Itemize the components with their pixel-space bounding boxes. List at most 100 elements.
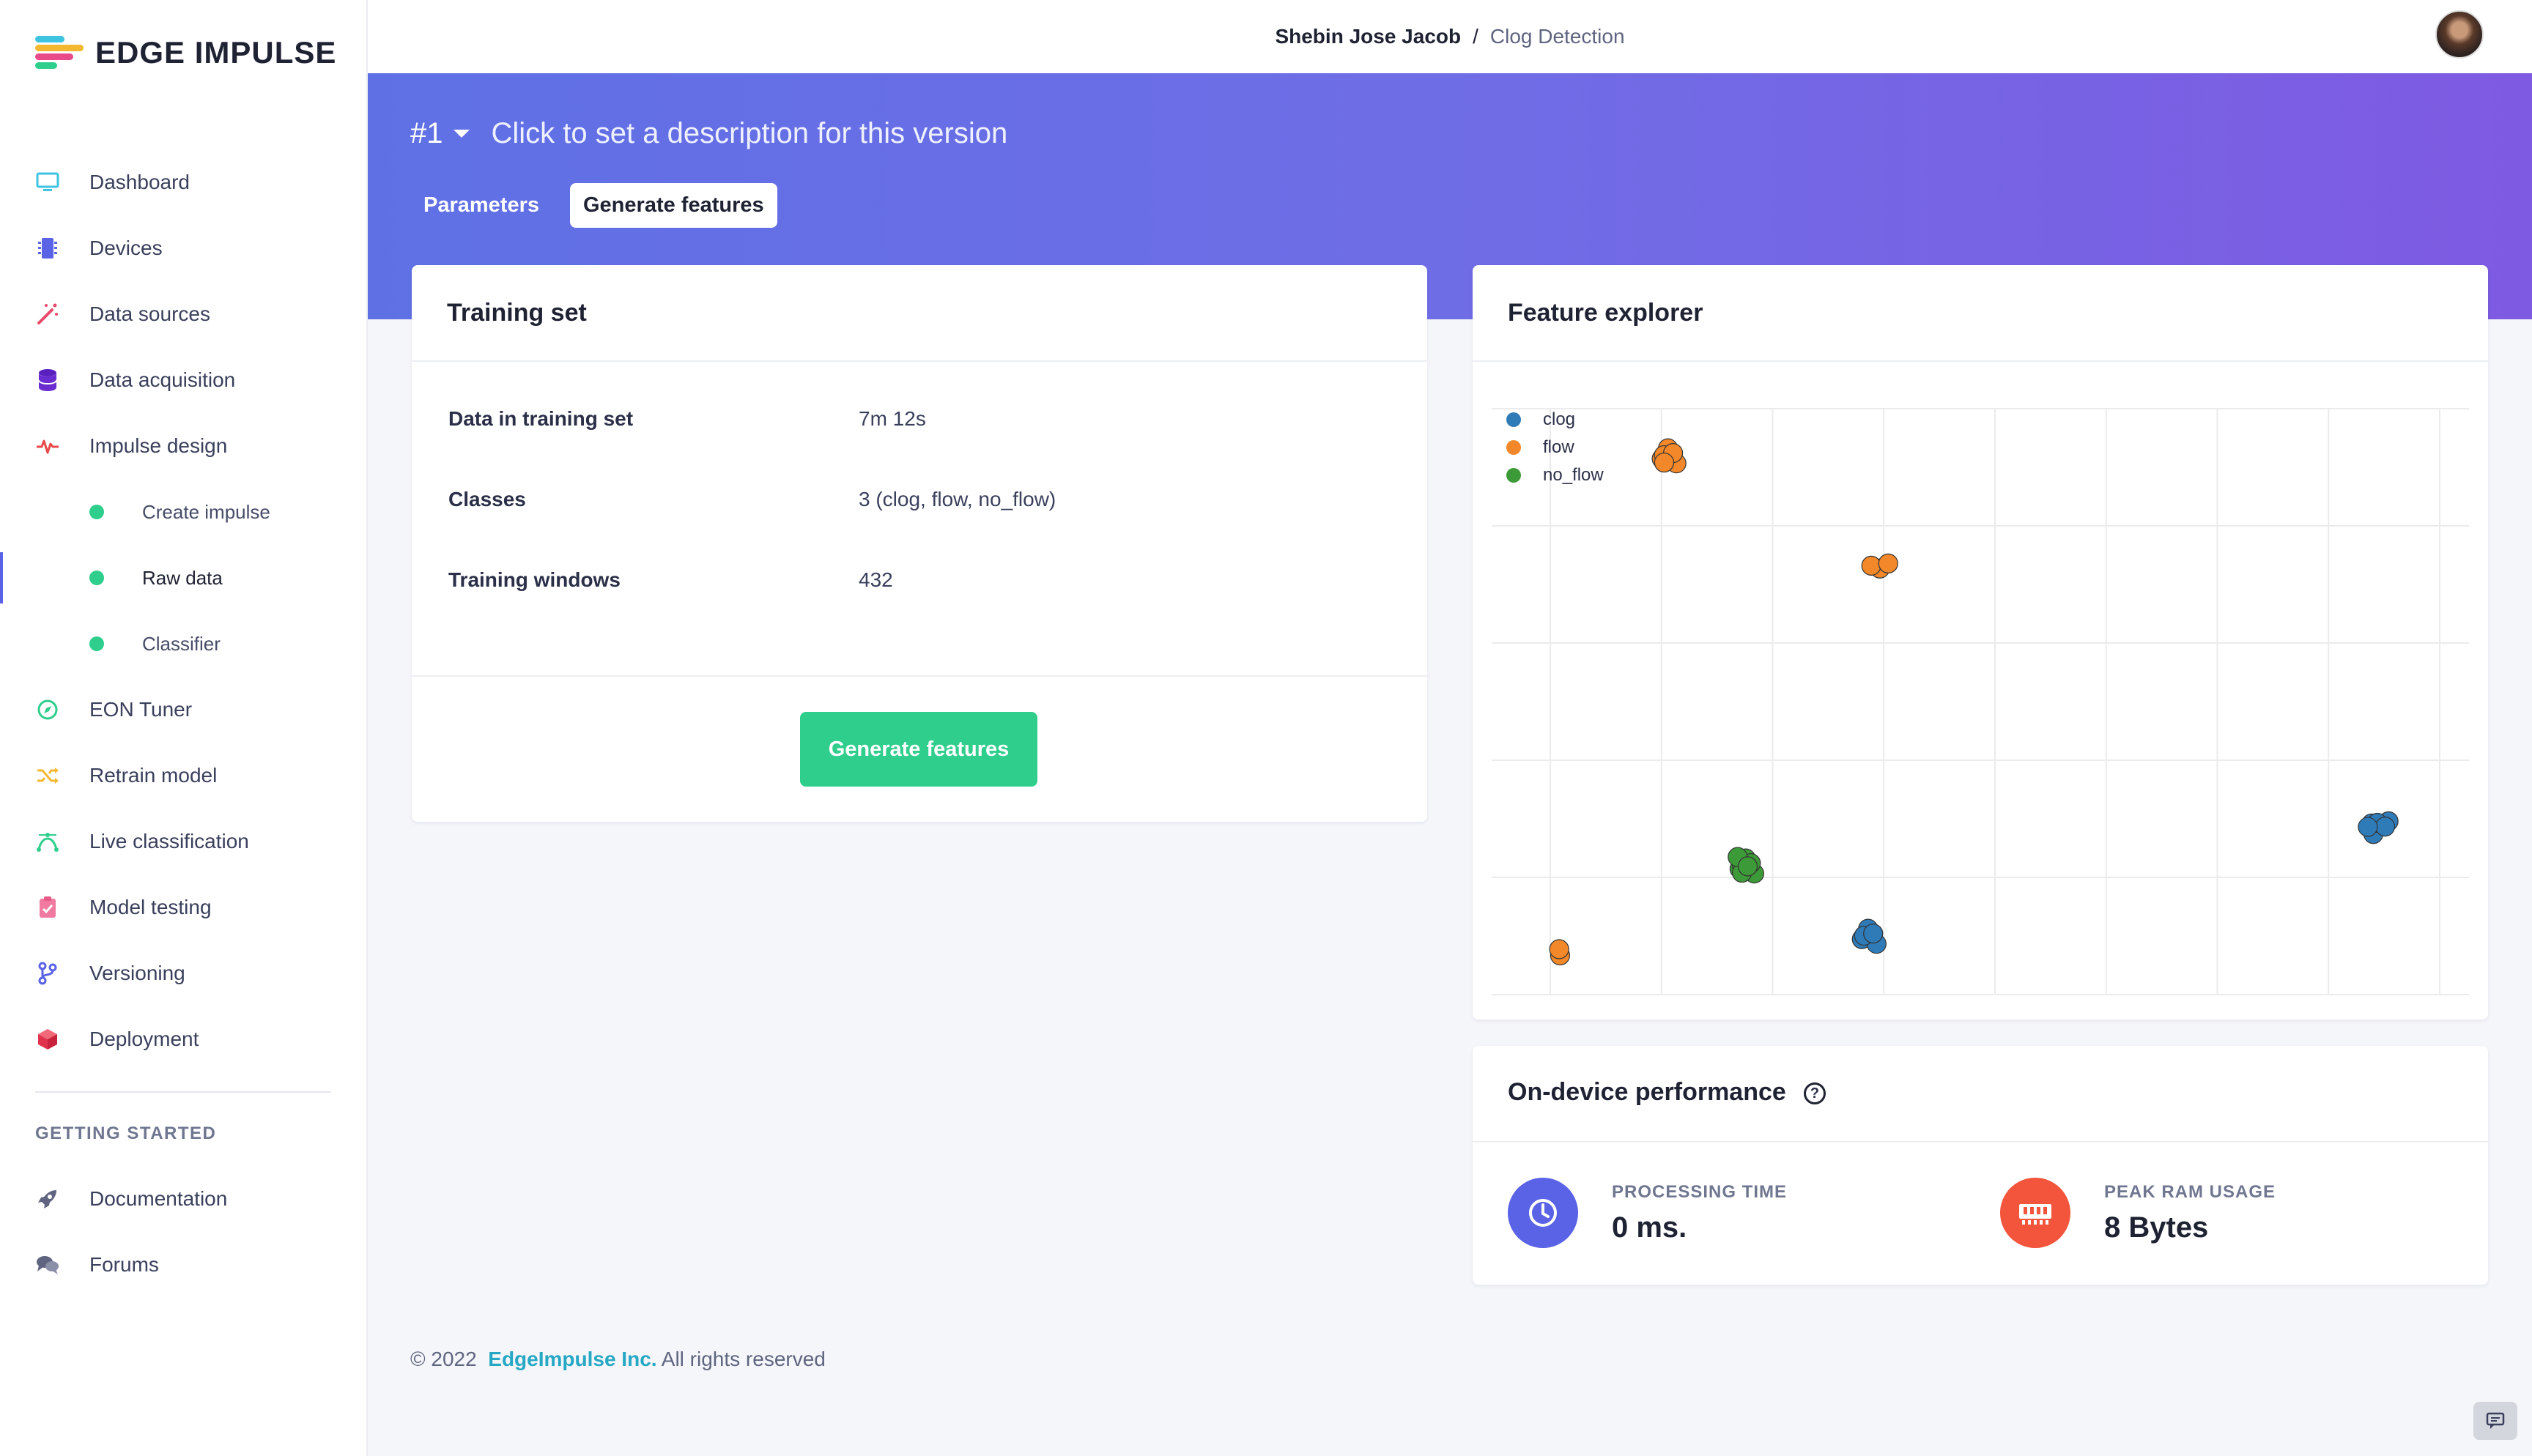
data-point-flow[interactable] [1861,555,1881,576]
sidebar-item-retrain-model[interactable]: Retrain model [0,743,366,809]
magic-wand-icon [35,302,60,327]
sidebar-item-label: Classifier [142,632,221,655]
feedback-icon [2486,1412,2505,1429]
legend-item[interactable]: flow [1506,434,1604,461]
feedback-button[interactable] [2473,1402,2517,1440]
sidebar-item-data-acquisition[interactable]: Data acquisition [0,347,366,413]
data-point-clog[interactable] [1863,923,1884,944]
avatar[interactable] [2435,10,2484,59]
row-value: 3 (clog, flow, no_flow) [859,488,1056,510]
data-point-no_flow[interactable] [1737,856,1758,877]
brand-name: EDGE IMPULSE [95,35,337,70]
edge-impulse-logo-icon [35,36,84,70]
legend-item[interactable]: no_flow [1506,461,1604,489]
card-divider [1473,360,2488,362]
breadcrumb-user[interactable]: Shebin Jose Jacob [1275,25,1462,48]
sidebar-item-live-classification[interactable]: Live classification [0,809,366,874]
card-title: On-device performance [1508,1078,1786,1106]
feature-explorer-plot[interactable] [1484,401,2476,1002]
row-value: 432 [859,568,893,591]
shuffle-icon [35,763,60,788]
sidebar-item-label: Data acquisition [89,368,236,391]
legend-label: clog [1543,409,1576,429]
chevron-down-icon[interactable] [453,130,470,138]
peak-ram-metric: PEAK RAM USAGE 8 Bytes [2000,1178,2276,1248]
sidebar-item-label: Dashboard [89,171,190,193]
row-label: Data in training set [448,407,634,430]
sidebar-item-devices[interactable]: Devices [0,215,366,281]
sidebar-item-label: Retrain model [89,764,218,787]
database-icon [35,368,60,393]
sidebar-nav: Dashboard Devices Data sources Data acqu… [0,149,366,1072]
sidebar-item-label: Live classification [89,830,249,853]
sidebar-subitem-classifier[interactable]: Classifier [0,611,366,677]
sidebar-section-title: GETTING STARTED [35,1123,217,1143]
chip-icon [35,236,60,261]
tab-generate-features[interactable]: Generate features [570,183,777,228]
footer-company-link[interactable]: EdgeImpulse Inc. [488,1348,657,1370]
data-point-flow[interactable] [1654,452,1675,473]
getting-started-nav: Documentation Forums [0,1166,366,1298]
row-label: Training windows [448,568,621,591]
processing-time-metric: PROCESSING TIME 0 ms. [1508,1178,1787,1248]
sidebar-item-label: EON Tuner [89,698,193,721]
sidebar-item-label: Impulse design [89,434,228,457]
card-title: Training set [447,299,587,327]
training-set-card: Training set Data in training set 7m 12s… [412,265,1427,822]
metric-label: PROCESSING TIME [1612,1181,1788,1202]
tab-parameters[interactable]: Parameters [423,193,539,217]
sidebar-item-label: Deployment [89,1028,199,1050]
sidebar-item-versioning[interactable]: Versioning [0,940,366,1006]
sidebar-item-dashboard[interactable]: Dashboard [0,149,366,215]
sidebar-item-deployment[interactable]: Deployment [0,1006,366,1072]
version-description[interactable]: Click to set a description for this vers… [491,117,1008,149]
version-selector: #1 Click to set a description for this v… [410,117,1007,150]
breadcrumb-project[interactable]: Clog Detection [1489,25,1625,48]
legend-swatch [1506,440,1521,455]
card-title: Feature explorer [1508,299,1703,327]
rocket-icon [35,1186,60,1211]
edge-impulse-logo[interactable]: EDGE IMPULSE [35,35,336,70]
data-point-flow[interactable] [1549,939,1569,959]
sidebar-item-eon-tuner[interactable]: EON Tuner [0,677,366,743]
metric-label: PEAK RAM USAGE [2104,1181,2276,1202]
breadcrumb-separator: / [1473,25,1478,48]
sidebar-subitem-create-impulse[interactable]: Create impulse [0,479,366,545]
clipboard-check-icon [35,895,60,920]
git-branch-icon [35,961,60,986]
cube-icon [35,1027,60,1052]
metric-value: 8 Bytes [2104,1211,2209,1244]
sidebar-item-documentation[interactable]: Documentation [0,1166,366,1232]
legend-swatch [1506,412,1521,427]
version-number[interactable]: #1 [410,117,443,149]
generate-features-button[interactable]: Generate features [800,712,1037,787]
compass-icon [35,697,60,722]
legend-swatch [1506,468,1521,483]
sidebar-item-impulse-design[interactable]: Impulse design [0,413,366,479]
legend-item[interactable]: clog [1506,406,1604,434]
footer-year: © 2022 [410,1348,477,1370]
card-divider [412,360,1427,362]
status-dot-icon [89,505,104,519]
status-dot-icon [89,571,104,585]
row-value: 7m 12s [859,407,926,430]
pulse-icon [35,434,60,458]
legend-label: no_flow [1543,465,1604,485]
data-point-clog[interactable] [2374,817,2396,837]
sidebar-item-label: Versioning [89,962,185,984]
status-dot-icon [89,636,104,651]
chart-legend: clog flow no_flow [1506,406,1604,489]
data-point-clog[interactable] [2358,817,2378,837]
data-point-flow[interactable] [1878,553,1898,573]
sidebar-item-forums[interactable]: Forums [0,1232,366,1298]
sidebar-subitem-raw-data[interactable]: Raw data [0,545,366,611]
help-icon[interactable]: ? [1804,1082,1826,1104]
memory-icon [2000,1178,2070,1248]
sidebar-item-label: Model testing [89,896,212,918]
sidebar-item-model-testing[interactable]: Model testing [0,874,366,940]
feature-explorer-card: Feature explorer clog flow no_flow [1473,265,2488,1019]
sidebar-item-data-sources[interactable]: Data sources [0,281,366,347]
card-divider [1473,1141,2488,1143]
footer: © 2022 EdgeImpulse Inc. All rights reser… [410,1348,826,1371]
sidebar: EDGE IMPULSE Dashboard Devices Data sour… [0,0,368,1456]
